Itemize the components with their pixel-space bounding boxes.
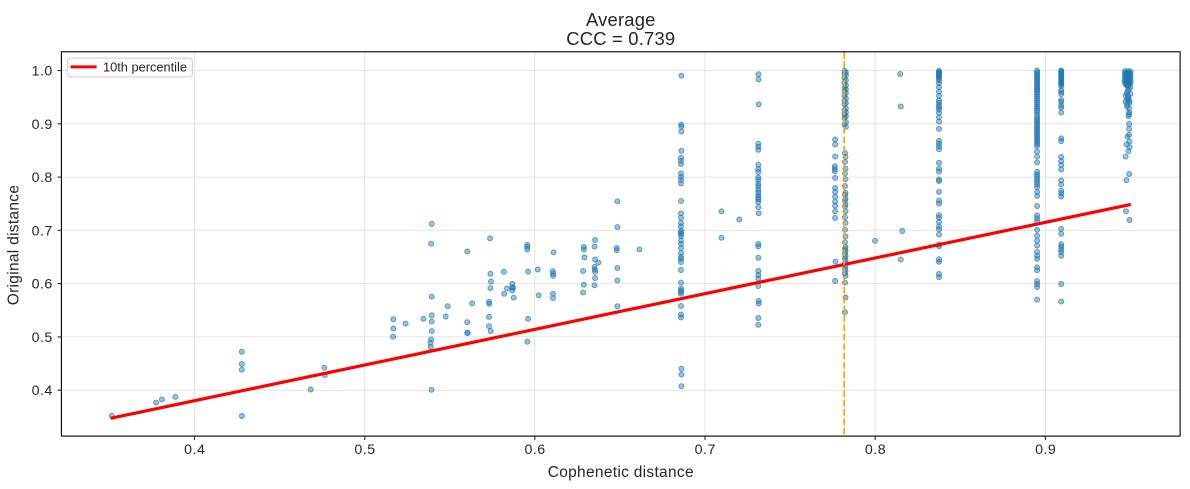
svg-text:0.5: 0.5	[354, 442, 375, 458]
svg-text:Original distance: Original distance	[6, 185, 23, 306]
svg-text:0.8: 0.8	[32, 170, 53, 186]
svg-text:10th percentile: 10th percentile	[103, 60, 187, 75]
svg-text:CCC = 0.739: CCC = 0.739	[566, 28, 675, 49]
svg-text:0.6: 0.6	[524, 442, 545, 458]
svg-text:Average: Average	[586, 9, 656, 30]
svg-text:0.9: 0.9	[1035, 442, 1056, 458]
svg-text:0.8: 0.8	[865, 442, 886, 458]
svg-text:0.6: 0.6	[32, 277, 53, 293]
svg-text:1.0: 1.0	[32, 64, 53, 80]
svg-text:0.9: 0.9	[32, 117, 53, 133]
svg-text:0.5: 0.5	[32, 330, 53, 346]
svg-text:0.7: 0.7	[32, 223, 53, 239]
svg-text:0.4: 0.4	[32, 383, 53, 399]
svg-text:Cophenetic distance: Cophenetic distance	[548, 464, 694, 481]
svg-text:0.4: 0.4	[184, 442, 205, 458]
svg-text:0.7: 0.7	[695, 442, 716, 458]
